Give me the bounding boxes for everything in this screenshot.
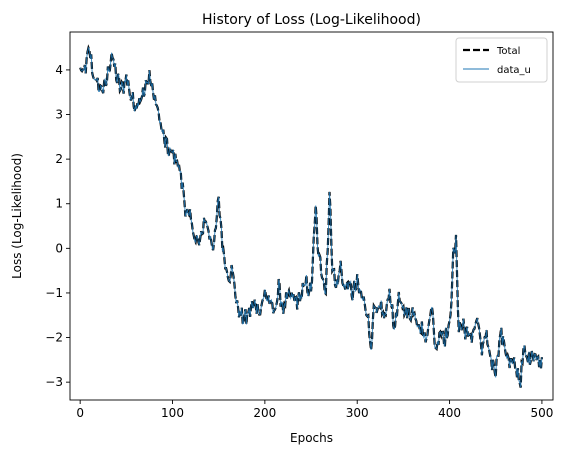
x-tick-label: 300 (346, 406, 369, 420)
y-tick-label: −3 (45, 375, 63, 389)
x-axis-label: Epochs (290, 431, 333, 445)
legend-label-total: Total (496, 46, 520, 57)
x-tick-label: 200 (253, 406, 276, 420)
y-tick-label: −1 (45, 286, 63, 300)
y-tick-label: 2 (55, 152, 63, 166)
axes-frame (69, 31, 554, 401)
y-axis-label: Loss (Log-Likelihood) (10, 153, 24, 279)
x-tick-label: 100 (161, 406, 184, 420)
legend: Total data_u (455, 37, 548, 83)
y-tick-label: 4 (55, 63, 63, 77)
series-line-data-u (79, 46, 543, 388)
x-tick-label: 500 (530, 406, 553, 420)
x-tick-label: 0 (76, 406, 84, 420)
x-tick-label: 400 (438, 406, 461, 420)
y-tick-label: 1 (55, 197, 63, 211)
plot-area (79, 44, 543, 388)
y-tick-label: −2 (45, 331, 63, 345)
legend-label-data-u: data_u (497, 65, 531, 76)
y-tick-label: 3 (55, 108, 63, 122)
y-tick-label: 0 (55, 241, 63, 255)
chart-title: History of Loss (Log-Likelihood) (202, 12, 421, 28)
